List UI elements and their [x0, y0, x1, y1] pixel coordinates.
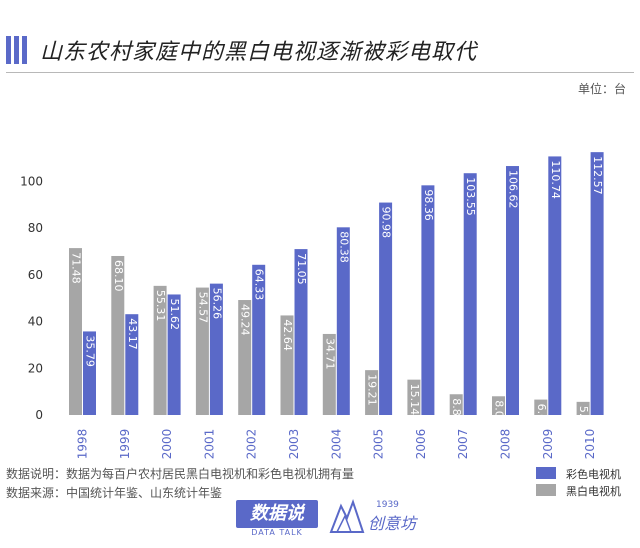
data-label-color-tv: 43.17 — [126, 318, 139, 350]
x-tick-label: 2006 — [414, 429, 428, 460]
bar-bw-tv — [69, 248, 82, 415]
data-label-color-tv: 112.57 — [591, 156, 604, 195]
data-label-bw-tv: 55.31 — [154, 290, 167, 322]
data-source: 数据来源：中国统计年鉴、山东统计年鉴 — [6, 486, 223, 500]
bar-color-tv — [209, 283, 223, 415]
data-label-bw-tv: 54.57 — [196, 292, 209, 324]
x-tick-label: 2004 — [329, 429, 343, 460]
data-label-bw-tv: 8.02 — [493, 400, 506, 425]
partner-name: 创意坊 — [368, 514, 417, 533]
x-axis: 1998 1999 2000 2001 2002 2003 2004 2005 2006 2007… — [76, 429, 598, 460]
data-label-color-tv: 64.33 — [253, 269, 266, 301]
data-description: 数据说明：数据为每百户农村居民黑白电视机和彩色电视机拥有量 — [6, 467, 355, 481]
bar-color-tv — [252, 264, 266, 415]
bar-bw-tv — [238, 300, 252, 415]
data-label-bw-tv: 68.10 — [112, 260, 125, 292]
data-label-color-tv: 106.62 — [507, 170, 520, 209]
x-tick-label: 1999 — [118, 429, 132, 460]
partner-year: 1939 — [376, 500, 399, 510]
data-label-color-tv: 56.26 — [210, 288, 223, 320]
data-label-color-tv: 90.98 — [380, 207, 393, 239]
title-decoration — [6, 36, 36, 64]
bar-bw-tv — [449, 394, 463, 415]
data-label-bw-tv: 15.14 — [408, 384, 421, 416]
bar-color-tv — [590, 152, 604, 415]
x-tick-label: 2010 — [583, 429, 597, 460]
x-tick-label: 2001 — [202, 429, 216, 460]
data-label-bw-tv: 5.63 — [577, 406, 590, 431]
bar-color-tv — [548, 156, 562, 415]
data-label-bw-tv: 42.64 — [281, 319, 294, 351]
x-tick-label: 2008 — [499, 429, 513, 460]
bar-color-tv — [379, 202, 393, 415]
y-axis: 0 20 40 60 80 100 — [20, 175, 43, 423]
bar-bw-tv — [365, 370, 379, 415]
y-tick-label: 60 — [28, 268, 43, 282]
data-label-color-tv: 110.74 — [549, 160, 562, 199]
bar-color-tv — [125, 314, 139, 415]
y-tick-label: 20 — [28, 361, 43, 375]
data-label-bw-tv: 71.48 — [70, 252, 83, 283]
bar-bw-tv — [492, 396, 505, 415]
bar-bw-tv — [322, 333, 336, 415]
x-tick-label: 2007 — [456, 429, 470, 460]
x-tick-label: 1998 — [76, 429, 90, 460]
bar-color-tv — [294, 249, 308, 415]
bar-bw-tv — [576, 401, 590, 415]
bar-color-tv — [463, 173, 477, 415]
bar-color-tv — [506, 166, 519, 415]
bar-bw-tv — [153, 285, 167, 415]
data-label-bw-tv: 19.21 — [366, 374, 379, 406]
chart-title: 山东农村家庭中的黑白电视逐渐被彩电取代 — [40, 40, 478, 65]
bars: 71.48 35.79 68.10 43.17 55.31 51.62 54.57 56.26… — [69, 152, 604, 430]
data-label-color-tv: 80.38 — [337, 231, 350, 262]
y-tick-label: 100 — [20, 175, 43, 189]
data-label-color-tv: 51.62 — [168, 298, 181, 330]
legend-label-color-tv: 彩色电视机 — [566, 468, 621, 481]
data-label-color-tv: 98.36 — [422, 189, 435, 221]
x-tick-label: 2000 — [160, 429, 174, 460]
x-tick-label: 2002 — [245, 429, 259, 460]
data-label-bw-tv: 34.71 — [323, 338, 336, 370]
data-label-bw-tv: 49.24 — [239, 304, 252, 336]
data-label-color-tv: 35.79 — [84, 335, 97, 367]
bar-bw-tv — [407, 379, 421, 415]
y-tick-label: 0 — [35, 408, 43, 422]
partner-logo-icon — [329, 499, 365, 533]
data-label-color-tv: 71.05 — [295, 253, 308, 285]
bar-color-tv — [83, 331, 96, 415]
x-tick-label: 2005 — [372, 429, 386, 460]
title-divider — [6, 72, 634, 73]
y-tick-label: 40 — [28, 315, 43, 329]
bar-bw-tv — [534, 399, 548, 415]
y-tick-label: 80 — [28, 221, 43, 235]
x-tick-label: 2009 — [541, 429, 555, 460]
bar-bw-tv — [280, 315, 294, 415]
data-label-color-tv: 103.55 — [464, 177, 477, 216]
legend-swatch-color-tv — [536, 467, 556, 479]
bar-color-tv — [167, 294, 181, 415]
data-label-bw-tv: 6.60 — [535, 404, 548, 429]
data-label-bw-tv: 8.89 — [450, 398, 463, 423]
legend-label-bw-tv: 黑白电视机 — [566, 485, 621, 498]
brand-logo: 数据说 — [236, 500, 318, 528]
bar-color-tv — [421, 185, 435, 415]
x-tick-label: 2003 — [287, 429, 301, 460]
unit-label: 单位：台 — [577, 82, 626, 96]
bar-color-tv — [336, 227, 350, 415]
legend-swatch-bw-tv — [536, 484, 556, 496]
brand-subtitle: DATA TALK — [251, 528, 303, 537]
bar-bw-tv — [111, 255, 125, 415]
bar-bw-tv — [195, 287, 209, 415]
